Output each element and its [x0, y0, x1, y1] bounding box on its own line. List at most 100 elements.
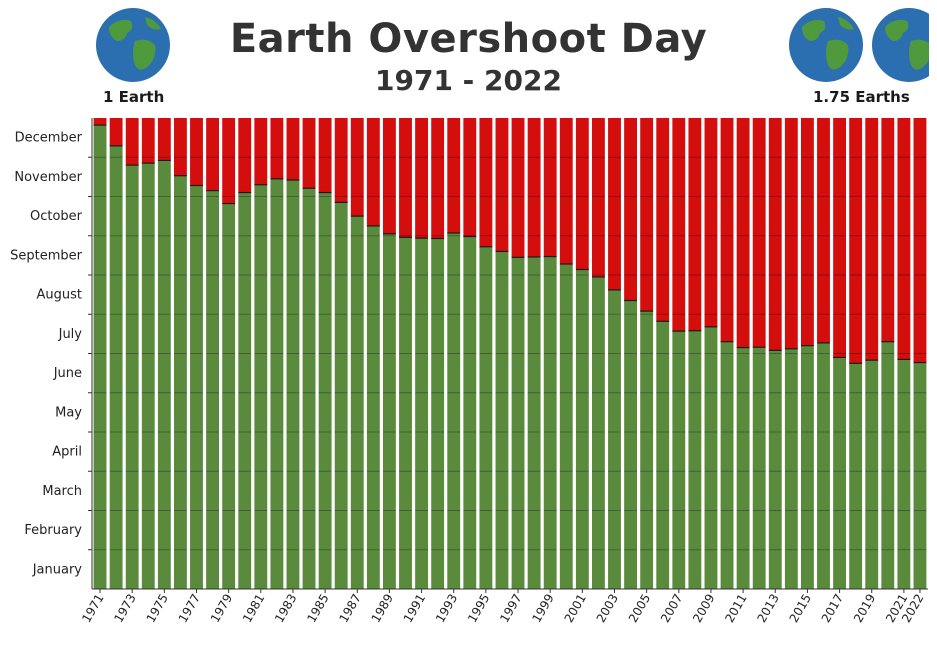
bar-after-overshoot-2022: [913, 118, 927, 363]
bar-after-overshoot-1993: [447, 118, 461, 234]
earth-globe-icon: [95, 7, 171, 87]
bar-before-overshoot-1989: [382, 233, 396, 589]
x-tick-label: 1983: [272, 592, 299, 625]
bar-before-overshoot-1997: [511, 257, 525, 589]
bar-before-overshoot-2007: [672, 331, 686, 589]
x-tick-label: 1989: [369, 592, 396, 625]
bar-before-overshoot-2018: [849, 363, 863, 589]
chart-title: Earth Overshoot Day: [229, 16, 708, 62]
bar-after-overshoot-2011: [736, 118, 750, 348]
bar-after-overshoot-2002: [591, 118, 605, 277]
bar-after-overshoot-2021: [897, 118, 911, 360]
x-tick-label: 2015: [787, 592, 814, 625]
x-tick-label: 1971: [79, 592, 106, 625]
y-tick-label: November: [14, 170, 82, 185]
bar-before-overshoot-1984: [302, 188, 316, 589]
bar-before-overshoot-1981: [254, 184, 268, 589]
y-tick-label: October: [30, 209, 83, 224]
bar-before-overshoot-2009: [704, 326, 718, 589]
bar-after-overshoot-1980: [238, 118, 252, 193]
bar-after-overshoot-1990: [399, 118, 412, 238]
x-tick-label: 2011: [722, 592, 749, 625]
x-tick-label: 2001: [562, 592, 589, 625]
bar-after-overshoot-1971: [93, 118, 107, 126]
bar-after-overshoot-2000: [559, 118, 573, 265]
bar-before-overshoot-1972: [109, 145, 123, 589]
bar-after-overshoot-2001: [575, 118, 589, 270]
bar-after-overshoot-1983: [286, 118, 300, 181]
bar-before-overshoot-2016: [817, 342, 830, 589]
bar-after-overshoot-1998: [527, 118, 541, 257]
one-earth-label: 1 Earth: [103, 88, 165, 106]
bar-after-overshoot-1996: [495, 118, 509, 252]
x-tick-label: 2003: [594, 592, 621, 625]
bar-before-overshoot-1996: [495, 251, 509, 589]
bar-before-overshoot-2001: [575, 269, 589, 589]
bar-before-overshoot-2002: [591, 276, 605, 589]
x-tick-label: 1977: [176, 592, 203, 625]
bar-after-overshoot-2018: [849, 118, 863, 364]
bar-after-overshoot-1995: [479, 118, 493, 247]
y-tick-label: August: [37, 288, 83, 303]
partial-earth-globe-icon: [871, 7, 929, 87]
bar-after-overshoot-2017: [833, 118, 847, 358]
bar-before-overshoot-1994: [463, 236, 477, 589]
y-tick-label: May: [55, 405, 82, 420]
bar-before-overshoot-2014: [784, 348, 798, 589]
x-tick-label: 1999: [529, 592, 556, 625]
bar-before-overshoot-2000: [559, 264, 573, 589]
bar-after-overshoot-2012: [752, 118, 766, 348]
bar-before-overshoot-1991: [415, 238, 429, 590]
y-tick-label: February: [24, 523, 82, 538]
x-tick-label: 2017: [819, 592, 846, 625]
bar-after-overshoot-2013: [768, 118, 782, 351]
bar-after-overshoot-2010: [720, 118, 734, 342]
bar-after-overshoot-2020: [881, 118, 895, 342]
bar-after-overshoot-2005: [640, 118, 654, 312]
x-tick-label: 2007: [658, 592, 685, 625]
bar-after-overshoot-2006: [656, 118, 670, 322]
bar-after-overshoot-2007: [672, 118, 686, 332]
bar-before-overshoot-1975: [157, 160, 171, 589]
bar-before-overshoot-1992: [431, 238, 445, 589]
bar-before-overshoot-2013: [768, 350, 782, 589]
x-tick-label: 1973: [111, 592, 138, 625]
bar-before-overshoot-1999: [543, 256, 557, 589]
bar-before-overshoot-2004: [624, 300, 638, 589]
bar-before-overshoot-1977: [190, 185, 203, 589]
bar-after-overshoot-1997: [511, 118, 525, 258]
bar-before-overshoot-2012: [752, 347, 766, 589]
bar-after-overshoot-1991: [415, 118, 429, 239]
bar-before-overshoot-1973: [125, 165, 139, 589]
bar-before-overshoot-2010: [720, 341, 734, 589]
bar-after-overshoot-1972: [109, 118, 123, 146]
y-tick-label: July: [58, 327, 83, 342]
bar-after-overshoot-2004: [624, 118, 638, 301]
x-tick-label: 2019: [851, 592, 878, 625]
x-tick-label: 1975: [144, 592, 171, 625]
bar-before-overshoot-1990: [399, 237, 412, 589]
bar-before-overshoot-2022: [913, 362, 927, 589]
bar-after-overshoot-1989: [382, 118, 396, 234]
bar-before-overshoot-2008: [688, 330, 702, 589]
bar-after-overshoot-1982: [270, 118, 284, 179]
bar-before-overshoot-1971: [93, 125, 107, 589]
bar-before-overshoot-2017: [833, 357, 847, 589]
bar-after-overshoot-1973: [125, 118, 139, 166]
bar-before-overshoot-2011: [736, 347, 750, 589]
bar-after-overshoot-1975: [157, 118, 171, 161]
bar-before-overshoot-1995: [479, 246, 493, 590]
earths-label: 1.75 Earths: [813, 88, 910, 106]
x-tick-label: 1997: [497, 592, 524, 625]
y-tick-label: March: [42, 484, 82, 499]
bar-before-overshoot-2015: [800, 345, 814, 589]
x-tick-label: 1995: [465, 592, 492, 625]
bar-before-overshoot-1976: [173, 175, 187, 589]
x-tick-label: 1991: [401, 592, 428, 625]
bar-after-overshoot-1984: [302, 118, 316, 189]
bar-before-overshoot-2021: [897, 359, 911, 589]
bar-after-overshoot-2003: [608, 118, 621, 290]
y-tick-label: September: [10, 248, 83, 263]
bar-after-overshoot-2014: [784, 118, 798, 349]
bar-after-overshoot-1994: [463, 118, 477, 237]
